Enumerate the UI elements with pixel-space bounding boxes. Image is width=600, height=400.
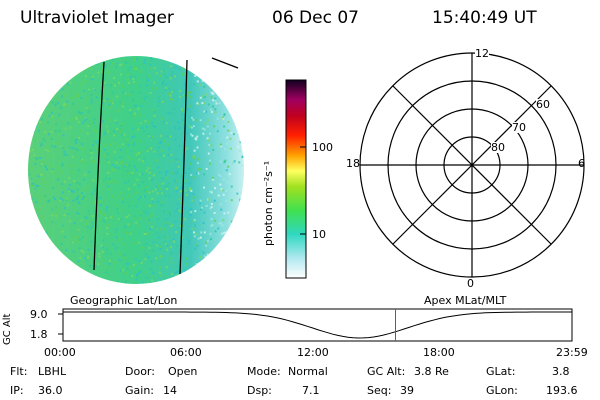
- polar-plot: [359, 52, 585, 278]
- seq-label: Seq:: [367, 384, 392, 397]
- flt-label: Flt:: [10, 365, 28, 378]
- mlt-label-12: 12: [475, 47, 489, 60]
- dsp-label: Dsp:: [247, 384, 272, 397]
- mlat-label-60: 60: [536, 98, 550, 111]
- timeline-xtick-0: 00:00: [44, 346, 76, 359]
- timeline-xtick-4: 23:59: [556, 346, 588, 359]
- colorbar-label: photon cm⁻²s⁻¹: [262, 160, 275, 246]
- app-title: Ultraviolet Imager: [20, 8, 174, 28]
- door-label: Door:: [125, 365, 155, 378]
- longitude-line-2: [179, 59, 188, 275]
- mlt-label-18: 18: [346, 157, 360, 170]
- door-value: Open: [168, 365, 198, 378]
- gcalt-value: 3.8 Re: [414, 365, 449, 378]
- time-label: 15:40:49 UT: [432, 8, 537, 28]
- longitude-line-1: [93, 61, 105, 271]
- glon-value: 193.6: [546, 384, 578, 397]
- timeline-ytick-high: 9.0: [30, 308, 48, 321]
- latitude-line: [211, 57, 239, 69]
- timeline-xtick-3: 18:00: [423, 346, 455, 359]
- mlt-label-6: 6: [578, 157, 585, 170]
- glat-value: 3.8: [552, 365, 570, 378]
- timeline-ylabel: GC Alt: [2, 313, 13, 345]
- gain-value: 14: [163, 384, 177, 397]
- colorbar-tick-10: 10: [312, 228, 326, 241]
- timeline-plot: [58, 308, 573, 342]
- mode-value: Normal: [288, 365, 328, 378]
- colorbar-tick-100: 100: [312, 141, 333, 154]
- ip-label: IP:: [10, 384, 24, 397]
- glon-label: GLon:: [486, 384, 518, 397]
- mlt-label-0: 0: [467, 277, 474, 290]
- timeline-xtick-2: 12:00: [297, 346, 329, 359]
- uv-image-disk: [28, 56, 244, 284]
- mlat-label-70: 70: [512, 121, 526, 134]
- mlat-label-80: 80: [491, 141, 505, 154]
- timeline-xtick-1: 06:00: [170, 346, 202, 359]
- seq-value: 39: [400, 384, 414, 397]
- mode-label: Mode:: [247, 365, 281, 378]
- glat-label: GLat:: [486, 365, 516, 378]
- gcalt-label: GC Alt:: [367, 365, 406, 378]
- timeline-left-title: Geographic Lat/Lon: [70, 294, 178, 307]
- ip-value: 36.0: [38, 384, 63, 397]
- dsp-value: 7.1: [302, 384, 320, 397]
- altitude-curve: [63, 311, 572, 339]
- timeline-right-title: Apex MLat/MLT: [424, 294, 507, 307]
- gain-label: Gain:: [125, 384, 154, 397]
- date-label: 06 Dec 07: [272, 8, 359, 28]
- timeline-ytick-low: 1.8: [30, 328, 48, 341]
- flt-value: LBHL: [38, 365, 67, 378]
- colorbar: [285, 79, 307, 279]
